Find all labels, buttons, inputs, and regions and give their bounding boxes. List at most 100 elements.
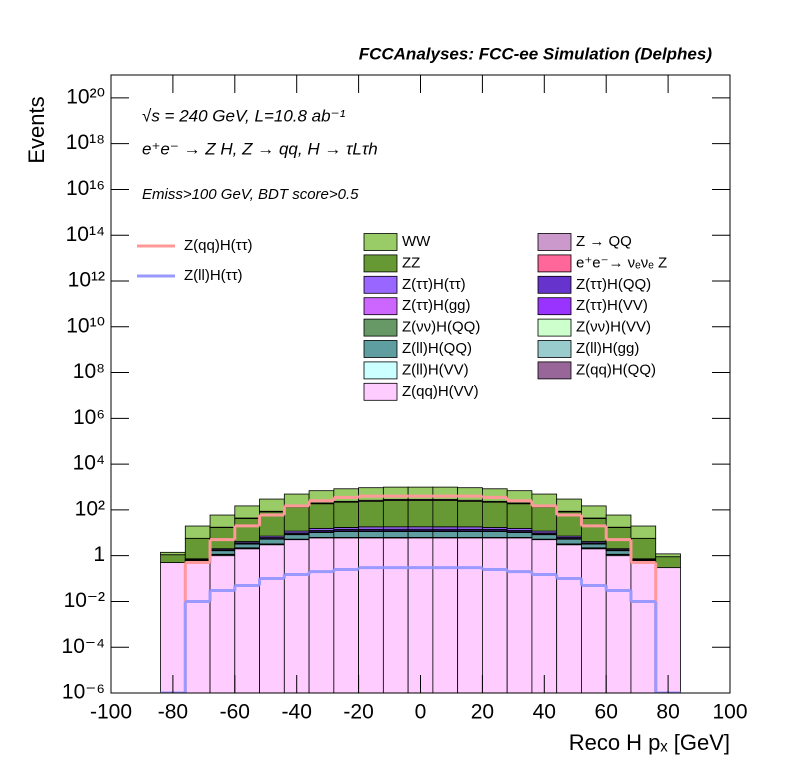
y-tick-label: 10¹² [68, 269, 105, 292]
bar [160, 562, 186, 693]
bar [234, 518, 260, 542]
y-tick-label: 10⁸ [73, 360, 105, 383]
bar [407, 537, 434, 693]
bar [506, 503, 533, 529]
legend-swatch [537, 361, 572, 380]
bar [605, 550, 632, 555]
bar [481, 537, 508, 693]
x-tick-label: -60 [220, 701, 250, 724]
bar [283, 539, 310, 693]
bar [160, 551, 186, 556]
y-tick-label: 10¹⁴ [66, 223, 105, 246]
x-tick-label: 40 [533, 701, 556, 724]
bar [308, 503, 335, 529]
bar [506, 537, 533, 693]
legend-label: Z(ττ)H(QQ) [576, 276, 651, 293]
y-tick-label: 1 [93, 543, 105, 566]
bar [481, 531, 508, 538]
bar [184, 562, 211, 693]
legend-label: WW [402, 233, 431, 250]
bar [283, 534, 310, 540]
legend-label: Z(qq)H(QQ) [576, 361, 656, 378]
x-tick-label: -40 [282, 701, 312, 724]
bar [259, 538, 285, 545]
bar [556, 498, 582, 512]
bar [531, 539, 558, 693]
x-tick-label: -20 [343, 701, 373, 724]
y-tick-label: 10⁻⁴ [62, 635, 105, 658]
bar [234, 543, 260, 549]
bar [308, 537, 335, 693]
bar [605, 555, 632, 693]
legend-label: Z(νν)H(QQ) [402, 319, 480, 336]
bar [531, 506, 558, 532]
bar [308, 532, 335, 538]
legend-label: e⁺e⁻→ νₑνₑ Z [576, 254, 667, 271]
bar [506, 532, 533, 538]
bar [209, 514, 236, 528]
legend-swatch [537, 233, 572, 251]
y-axis-label: Events [24, 96, 49, 163]
bar [581, 543, 607, 549]
y-tick-label: 10⁶ [73, 406, 105, 429]
bar [655, 556, 681, 569]
legend-label: Z(ll)H(ττ) [184, 267, 243, 284]
legend-label: Z(ll)H(gg) [576, 340, 639, 357]
bar [630, 537, 657, 560]
bar [581, 518, 607, 542]
x-tick-label: -80 [158, 701, 188, 724]
bar [209, 527, 236, 550]
bar [160, 554, 186, 563]
bar [209, 550, 236, 555]
y-tick-label: 10¹⁸ [66, 131, 105, 154]
x-tick-label: 100 [712, 701, 747, 724]
annotation: Emiss>100 GeV, BDT score>0.5 [142, 186, 359, 203]
bar [358, 537, 384, 693]
bar [283, 506, 310, 532]
bar [481, 488, 508, 502]
y-tick-label: 10⁻² [64, 589, 105, 612]
bar [457, 500, 483, 528]
legend-swatch [537, 254, 572, 273]
bar [234, 548, 260, 693]
legend-swatch [537, 318, 572, 337]
bar [382, 531, 409, 538]
legend-swatch [363, 361, 398, 380]
bar [259, 498, 285, 512]
legend-label: Z(νν)H(VV) [576, 319, 651, 336]
legend-label: Z(ττ)H(gg) [402, 297, 471, 314]
bar [333, 531, 359, 538]
bar [382, 537, 409, 693]
bar [432, 531, 459, 538]
y-tick-label: 10²⁰ [66, 85, 105, 108]
bar [581, 505, 607, 519]
bar [556, 544, 582, 693]
legend-swatch [537, 297, 572, 316]
bar [630, 525, 657, 539]
bar [259, 544, 285, 693]
bar [556, 538, 582, 545]
legend-label: Z(qq)H(VV) [402, 383, 479, 400]
bar [358, 487, 384, 501]
bar [333, 488, 359, 502]
bar [605, 514, 632, 528]
bar [481, 501, 508, 528]
legend-label: Z(ττ)H(VV) [576, 297, 648, 314]
x-tick-label: 20 [471, 701, 494, 724]
bar [630, 562, 657, 693]
y-tick-label: 10⁻⁶ [62, 681, 105, 704]
x-tick-label: -100 [90, 701, 132, 724]
legend-label: Z(ττ)H(ττ) [402, 276, 466, 293]
bar [184, 525, 211, 539]
bar [531, 534, 558, 540]
y-tick-label: 10² [75, 497, 105, 520]
legend-label: Z(ll)H(VV) [402, 361, 469, 378]
bar [209, 555, 236, 693]
legend-swatch [363, 297, 398, 316]
bar [358, 500, 384, 528]
y-tick-label: 10¹⁶ [66, 177, 105, 200]
bar [382, 500, 409, 528]
legend-swatch [537, 340, 572, 358]
bar [457, 537, 483, 693]
